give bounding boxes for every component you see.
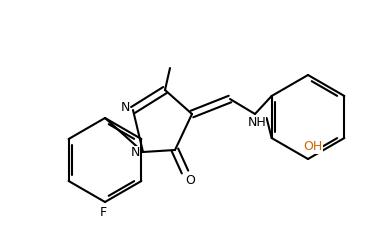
Text: NH: NH	[248, 116, 266, 128]
Text: O: O	[185, 173, 195, 186]
Text: F: F	[99, 206, 107, 219]
Text: N: N	[120, 101, 130, 114]
Text: OH: OH	[303, 141, 323, 153]
Text: N: N	[130, 145, 140, 159]
